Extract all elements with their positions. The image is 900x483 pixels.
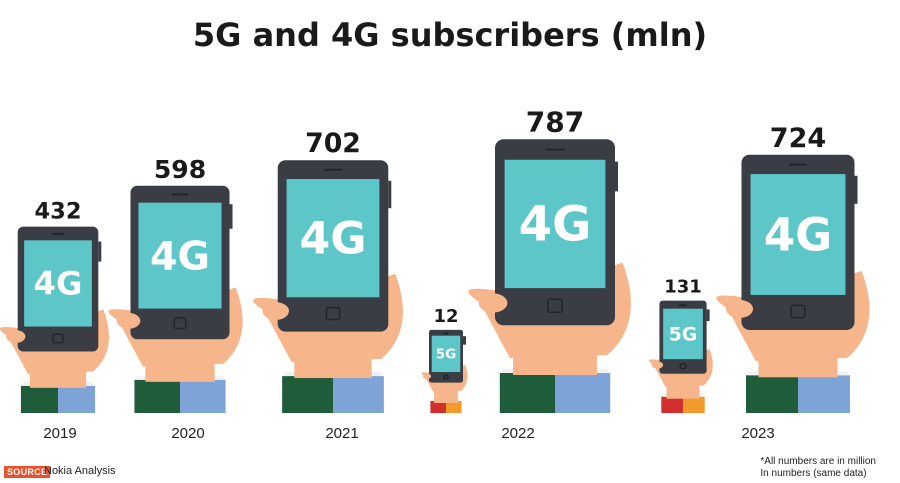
- value-label: 131: [664, 277, 702, 298]
- sleeve-right: [180, 379, 226, 413]
- sleeve-right: [58, 385, 96, 413]
- wrist: [513, 355, 597, 375]
- sleeve-left: [430, 401, 446, 413]
- sleeve-left: [499, 373, 555, 413]
- value-label: 787: [526, 105, 584, 138]
- phone-side-button: [706, 309, 710, 322]
- footnote-line-1: *All numbers are in million: [760, 456, 876, 467]
- wrist: [758, 357, 838, 378]
- value-label: 598: [154, 155, 206, 184]
- year-label-2020: 2020: [171, 425, 204, 442]
- wrist: [434, 391, 458, 403]
- phone-speaker: [545, 148, 565, 151]
- phone-speaker: [51, 232, 65, 235]
- phone-side-button: [854, 175, 858, 204]
- sleeve-right: [446, 401, 462, 413]
- tech-label-4g: 4G: [299, 214, 366, 265]
- tech-label-5g: 5G: [669, 324, 698, 346]
- phone-screen: [663, 308, 703, 360]
- year-label-2021: 2021: [325, 425, 358, 442]
- figure-2022-4g: 4G 787: [468, 105, 631, 413]
- home-button: [547, 298, 563, 313]
- value-label: 724: [770, 123, 826, 154]
- footnote: *All numbers are in million In numbers (…: [760, 456, 876, 480]
- thumb: [651, 361, 664, 369]
- sleeve-left: [134, 379, 180, 413]
- tech-label-5g: 5G: [436, 347, 457, 363]
- figure-2022-5g: 5G 12: [421, 306, 468, 413]
- home-button: [443, 374, 449, 380]
- tech-label-4g: 4G: [34, 265, 83, 303]
- phone-screen: [138, 202, 222, 309]
- sleeve-right: [798, 375, 850, 413]
- chart-title: 5G and 4G subscribers (mln): [193, 16, 707, 54]
- figure-2023-4g: 4G 724: [716, 123, 870, 413]
- phone-speaker: [679, 304, 687, 307]
- phone-side-button: [615, 161, 618, 192]
- value-label: 12: [433, 306, 458, 327]
- phone-screen: [24, 240, 92, 327]
- tech-label-4g: 4G: [519, 197, 592, 253]
- figure-2023-5g: 5G 131: [648, 277, 713, 413]
- phone-speaker: [324, 168, 342, 171]
- sleeve-right: [333, 376, 384, 413]
- wrist: [29, 371, 87, 388]
- phone-screen: [750, 174, 846, 295]
- phone-screen: [504, 159, 606, 289]
- year-label-2023: 2023: [741, 425, 774, 442]
- phone-screen: [431, 335, 461, 373]
- phone-side-button: [98, 241, 102, 262]
- home-button: [173, 317, 187, 330]
- figure-2020-4g: 4G 598: [108, 155, 243, 413]
- wrist: [666, 385, 700, 399]
- sleeve-right: [683, 396, 705, 413]
- thumb: [116, 312, 141, 329]
- home-button: [52, 333, 64, 344]
- sleeve-left: [20, 385, 58, 413]
- phone-speaker: [443, 332, 449, 335]
- phone-side-button: [229, 204, 233, 229]
- thumb: [478, 293, 508, 313]
- tech-label-4g: 4G: [764, 208, 833, 261]
- value-label: 432: [35, 199, 82, 225]
- thumb: [725, 299, 754, 318]
- sleeve-left: [746, 375, 798, 413]
- sleeve-left: [661, 396, 683, 413]
- phone-speaker: [172, 193, 188, 196]
- home-button: [325, 306, 341, 321]
- figure-2019-4g: 4G 432: [0, 199, 109, 413]
- source-text: Nokia Analysis: [44, 465, 116, 477]
- thumb: [422, 373, 432, 379]
- home-button: [790, 304, 806, 319]
- wrist: [294, 358, 372, 379]
- footnote-line-2: In numbers (same data): [760, 468, 867, 479]
- phone-speaker: [788, 163, 808, 166]
- thumb: [262, 302, 289, 320]
- phone-side-button: [463, 336, 466, 345]
- year-label-2022: 2022: [501, 425, 534, 442]
- phone-screen: [286, 179, 380, 298]
- wrist: [145, 363, 215, 382]
- sleeve-right: [555, 373, 611, 413]
- year-label-2019: 2019: [43, 425, 76, 442]
- figure-2021-4g: 4G 702: [253, 128, 403, 413]
- value-label: 702: [305, 128, 361, 159]
- phone-side-button: [388, 180, 392, 209]
- sleeve-left: [282, 376, 333, 413]
- thumb: [6, 330, 26, 343]
- tech-label-4g: 4G: [150, 233, 210, 279]
- home-button: [679, 362, 687, 370]
- source-label: SOURCE: [4, 466, 51, 478]
